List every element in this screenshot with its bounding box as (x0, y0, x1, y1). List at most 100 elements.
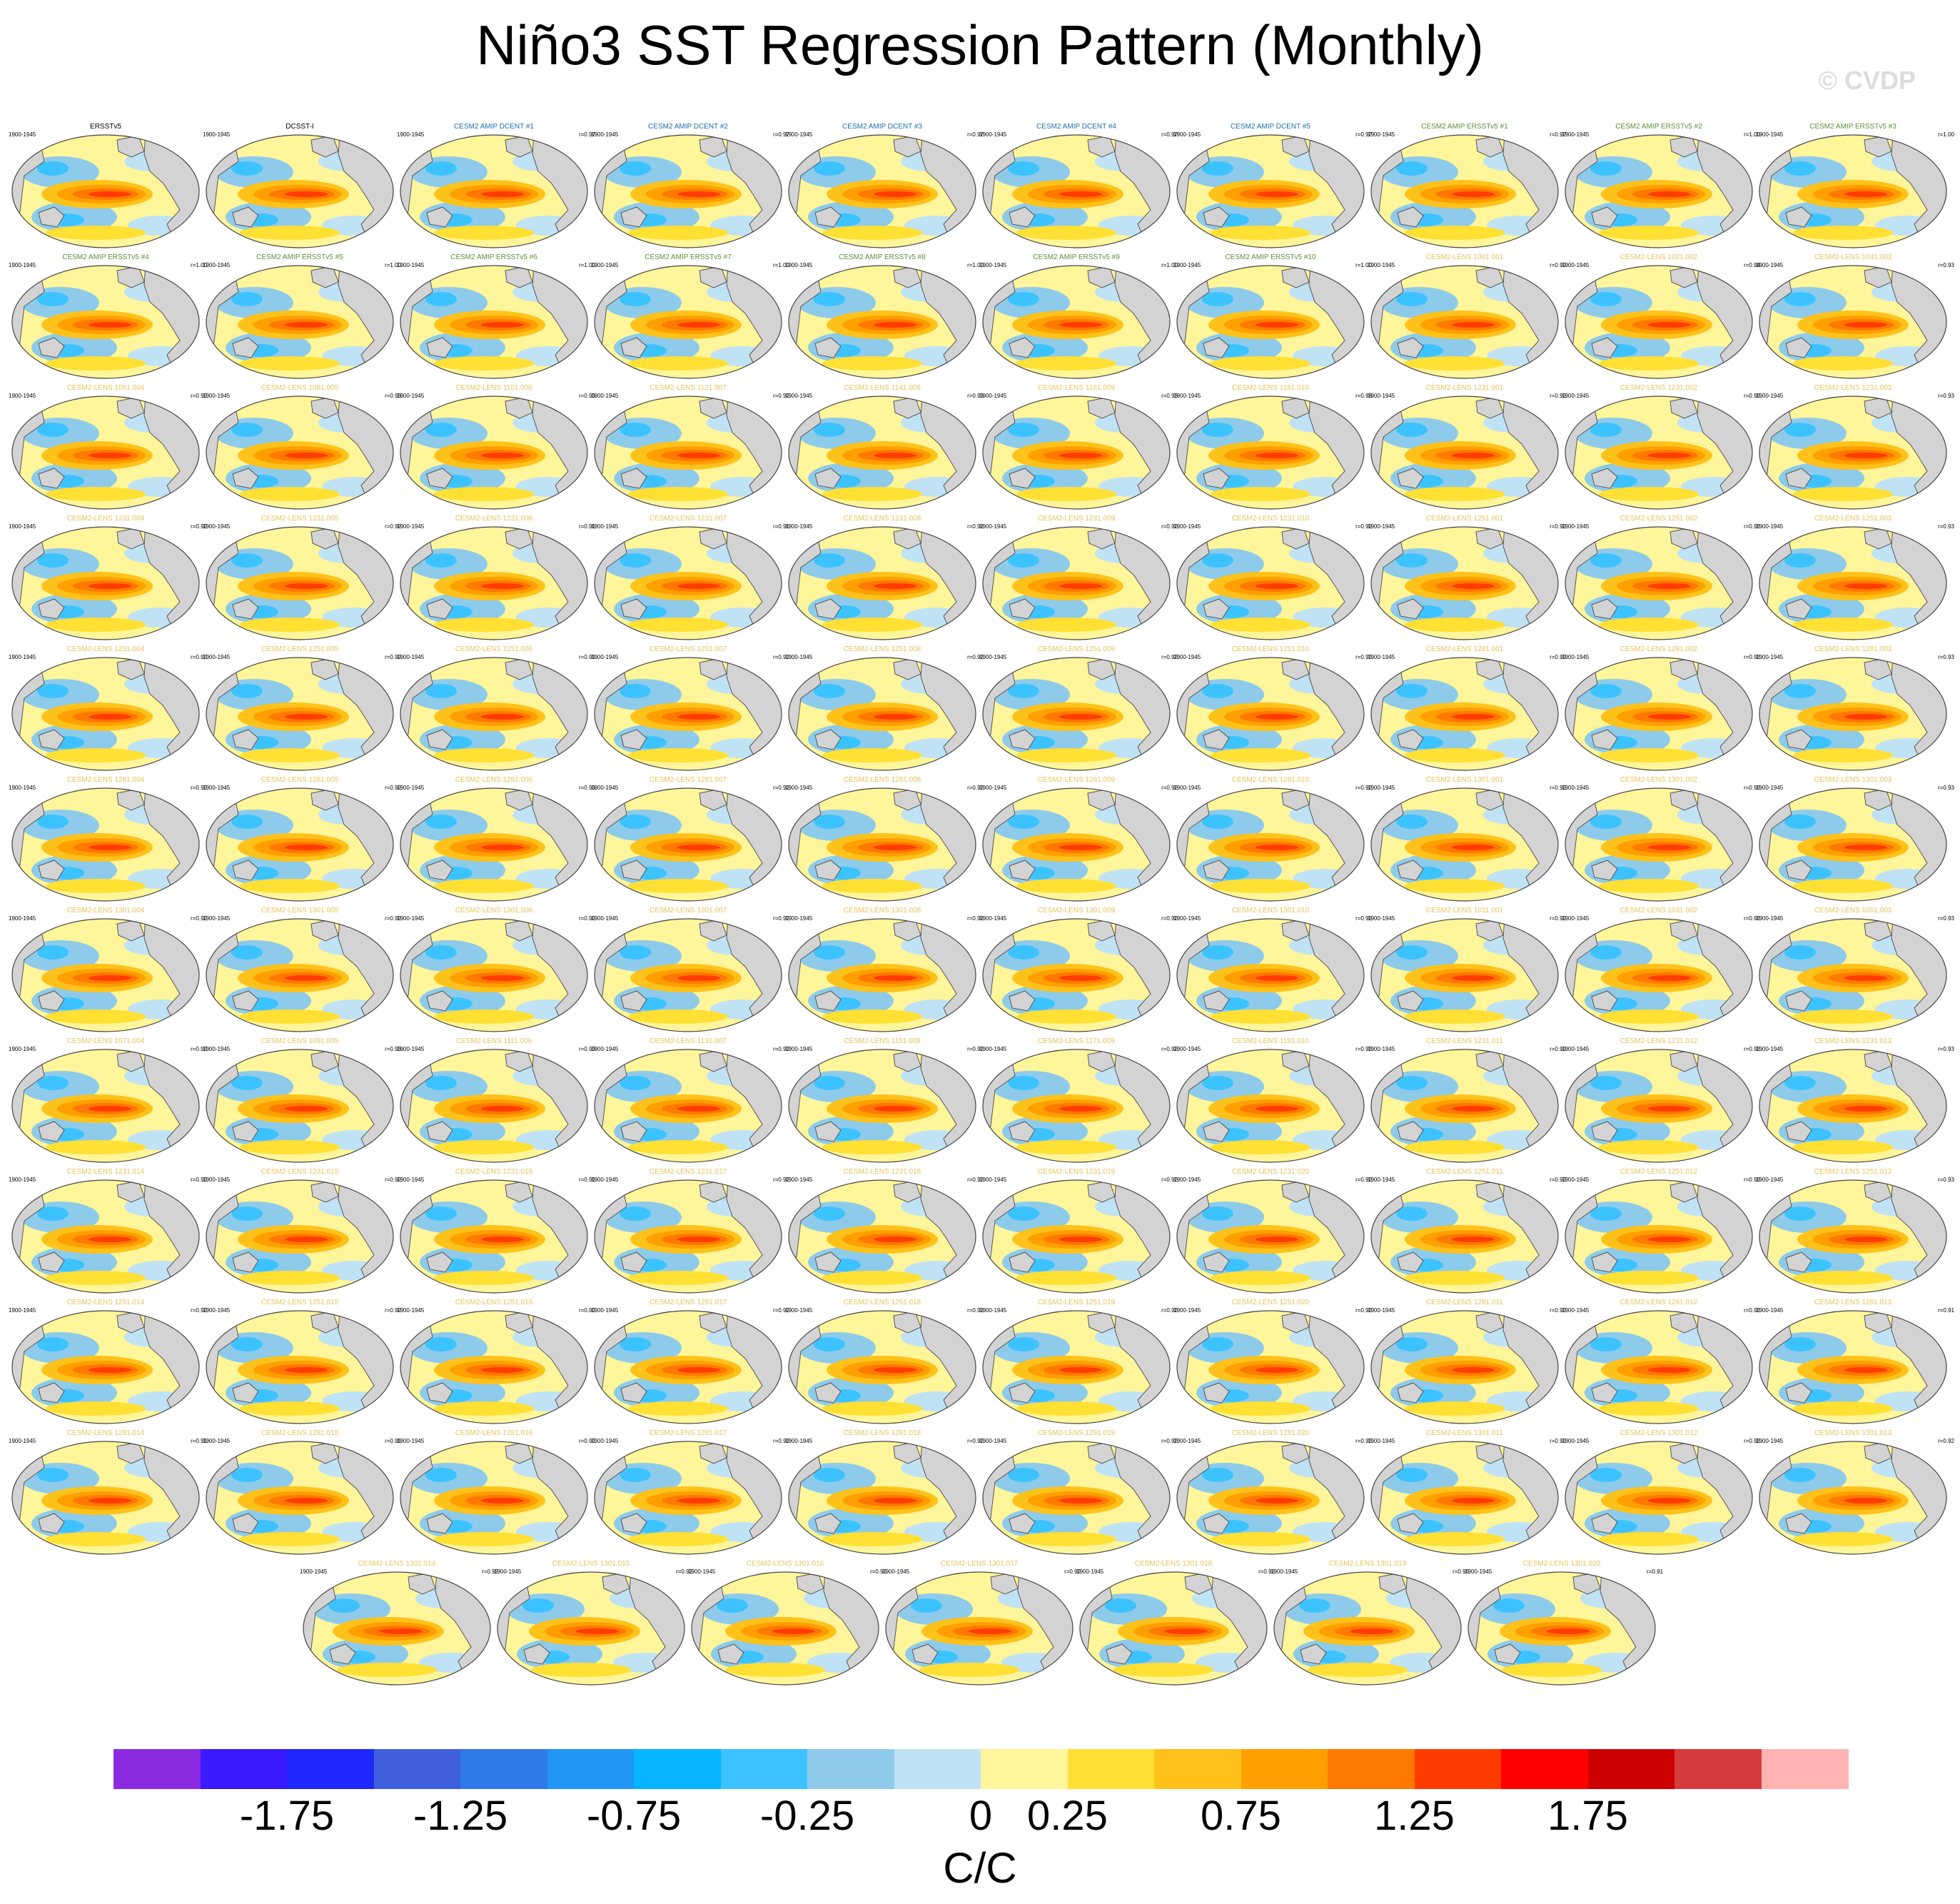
sst-regression-map (1176, 526, 1365, 640)
map-panel: CESM2-LENS 1231.018 1900-1945 r=0.92 (785, 1168, 984, 1296)
panel-correlation: r=0.92 (191, 393, 207, 399)
panel-title: CESM2-LENS 1281.016 (455, 1429, 533, 1437)
sst-regression-map (400, 1310, 588, 1424)
sst-regression-map (1468, 1571, 1656, 1686)
sst-regression-map (1176, 1049, 1365, 1163)
colorbar-swatch (634, 1749, 721, 1789)
panel-title: CESM2-LENS 1231.011 (1426, 1037, 1503, 1045)
panel-period: 1900-1945 (1173, 915, 1201, 922)
panel-correlation: r=0.92 (191, 785, 207, 791)
map-panel: CESM2-LENS 1251.011 1900-1945 r=0.92 (1368, 1168, 1566, 1296)
panel-period: 1900-1945 (1756, 654, 1784, 660)
panel-period: 1900-1945 (591, 654, 619, 660)
panel-correlation: r=0.92 (1550, 262, 1566, 268)
sst-regression-map (982, 526, 1171, 640)
panel-correlation: r=1.00 (1744, 131, 1760, 138)
colorbar-swatch (1241, 1749, 1328, 1789)
panel-period: 1900-1945 (203, 131, 231, 138)
map-panel: CESM2-LENS 1251.009 1900-1945 r=0.92 (979, 645, 1178, 774)
panel-period: 1900-1945 (785, 915, 813, 922)
map-panel: CESM2-LENS 1301.014 1900-1945 r=0.92 (300, 1560, 498, 1688)
panel-title: CESM2-LENS 1301.003 (1814, 776, 1892, 784)
map-panel: CESM2-LENS 1011.001 1900-1945 r=0.92 (1368, 907, 1566, 1035)
panel-title: CESM2-LENS 1251.010 (1231, 645, 1310, 653)
sst-regression-map (1370, 134, 1559, 248)
panel-title: CESM2-LENS 1301.016 (746, 1560, 824, 1568)
panel-correlation: r=0.92 (1161, 1177, 1178, 1183)
panel-correlation: r=0.92 (1161, 654, 1178, 660)
sst-regression-map (400, 526, 588, 640)
sst-regression-map (1759, 1441, 1947, 1555)
panel-period: 1900-1945 (1562, 915, 1590, 922)
panel-correlation: r=0.97 (967, 131, 984, 138)
panel-title: CESM2-LENS 1281.014 (66, 1429, 145, 1437)
map-panel: CESM2-LENS 1231.002 1900-1945 r=0.92 (1562, 384, 1760, 513)
map-panel: CESM2-LENS 1251.018 1900-1945 r=0.92 (785, 1299, 984, 1427)
panel-correlation: r=0.93 (1938, 1046, 1954, 1052)
sst-regression-map (1565, 787, 1753, 902)
sst-regression-map (206, 787, 394, 902)
sst-regression-map (1370, 265, 1559, 379)
sst-regression-map (788, 526, 976, 640)
sst-regression-map (1759, 265, 1947, 379)
sst-regression-map (11, 1310, 200, 1424)
sst-regression-map (400, 1441, 588, 1555)
panel-title: CESM2-LENS 1281.017 (649, 1429, 727, 1437)
sst-regression-map (1176, 265, 1365, 379)
panel-title: CESM2-LENS 1231.005 (261, 515, 339, 523)
panel-period: 1900-1945 (9, 262, 36, 268)
map-panel: CESM2-LENS 1021.002 1900-1945 r=0.94 (1562, 253, 1760, 382)
sst-regression-map (788, 1310, 976, 1424)
panel-title: CESM2-LENS 1251.014 (66, 1299, 145, 1306)
colorbar-tick-label: -0.25 (759, 1793, 855, 1839)
panel-title: CESM2-LENS 1231.006 (455, 515, 533, 523)
colorbar-swatch (547, 1749, 635, 1789)
sst-regression-map (788, 265, 976, 379)
colorbar-swatch (287, 1749, 374, 1789)
sst-regression-map (1370, 1179, 1559, 1294)
map-panel: CESM2-LENS 1251.001 1900-1945 r=0.92 (1368, 515, 1566, 643)
sst-regression-map (11, 526, 200, 640)
panel-title: CESM2-LENS 1281.003 (1814, 645, 1892, 653)
panel-period: 1900-1945 (979, 1177, 1007, 1183)
panel-title: CESM2-LENS 1231.015 (261, 1168, 339, 1176)
colorbar-swatch (1587, 1749, 1675, 1789)
sst-regression-map (206, 1179, 394, 1294)
map-panel: CESM2-LENS 1281.001 1900-1945 r=0.92 (1368, 645, 1566, 774)
map-panel: CESM2-LENS 1281.006 1900-1945 r=0.93 (397, 776, 595, 905)
panel-correlation: r=0.91 (579, 1177, 595, 1183)
panel-correlation: r=0.92 (1550, 1046, 1566, 1052)
panel-period: 1900-1945 (1368, 1307, 1395, 1314)
map-panel: CESM2-LENS 1231.014 1900-1945 r=0.92 (9, 1168, 207, 1296)
sst-regression-map (1176, 134, 1365, 248)
panel-title: CESM2-LENS 1251.019 (1037, 1299, 1116, 1306)
panel-title: CESM2-LENS 1191.010 (1232, 1037, 1309, 1045)
panel-correlation: r=0.92 (1161, 1307, 1178, 1314)
panel-title: CESM2-LENS 1301.008 (843, 907, 921, 915)
sst-regression-map (400, 1179, 588, 1294)
sst-regression-map (594, 1179, 782, 1294)
panel-period: 1900-1945 (1173, 785, 1201, 791)
sst-regression-map (303, 1571, 491, 1686)
panel-title: CESM2-LENS 1281.010 (1231, 776, 1310, 784)
map-panel: CESM2 AMIP DCENT #4 1900-1945 r=0.97 (979, 123, 1178, 251)
panel-correlation: r=0.92 (967, 1438, 984, 1444)
panel-correlation: r=0.92 (385, 785, 401, 791)
map-panel: CESM2-LENS 1301.017 1900-1945 r=0.92 (882, 1560, 1081, 1688)
sst-regression-map (982, 1049, 1171, 1163)
panel-period: 1900-1945 (397, 1307, 425, 1314)
panel-correlation: r=1.00 (1161, 262, 1178, 268)
panel-title: DCSST-I (286, 123, 314, 131)
map-panel: CESM2-LENS 1181.010 1900-1945 r=0.93 (1173, 384, 1372, 513)
panel-title: CESM2-LENS 1141.008 (844, 384, 921, 392)
panel-correlation: r=0.91 (579, 654, 595, 660)
map-panel: CESM2-LENS 1251.003 1900-1945 r=0.93 (1756, 515, 1954, 643)
sst-regression-map (1565, 918, 1753, 1032)
map-panel: CESM2 AMIP ERSSTv5 #8 1900-1945 r=1.00 (785, 253, 984, 382)
map-panel: CESM2-LENS 1231.011 1900-1945 r=0.92 (1368, 1037, 1566, 1166)
panel-title: CESM2-LENS 1251.004 (66, 645, 145, 653)
map-panel: CESM2-LENS 1281.008 1900-1945 r=0.92 (785, 776, 984, 905)
panel-title: CESM2-LENS 1281.008 (843, 776, 921, 784)
panel-correlation: r=0.92 (1064, 1568, 1081, 1575)
panel-correlation: r=1.00 (773, 262, 789, 268)
